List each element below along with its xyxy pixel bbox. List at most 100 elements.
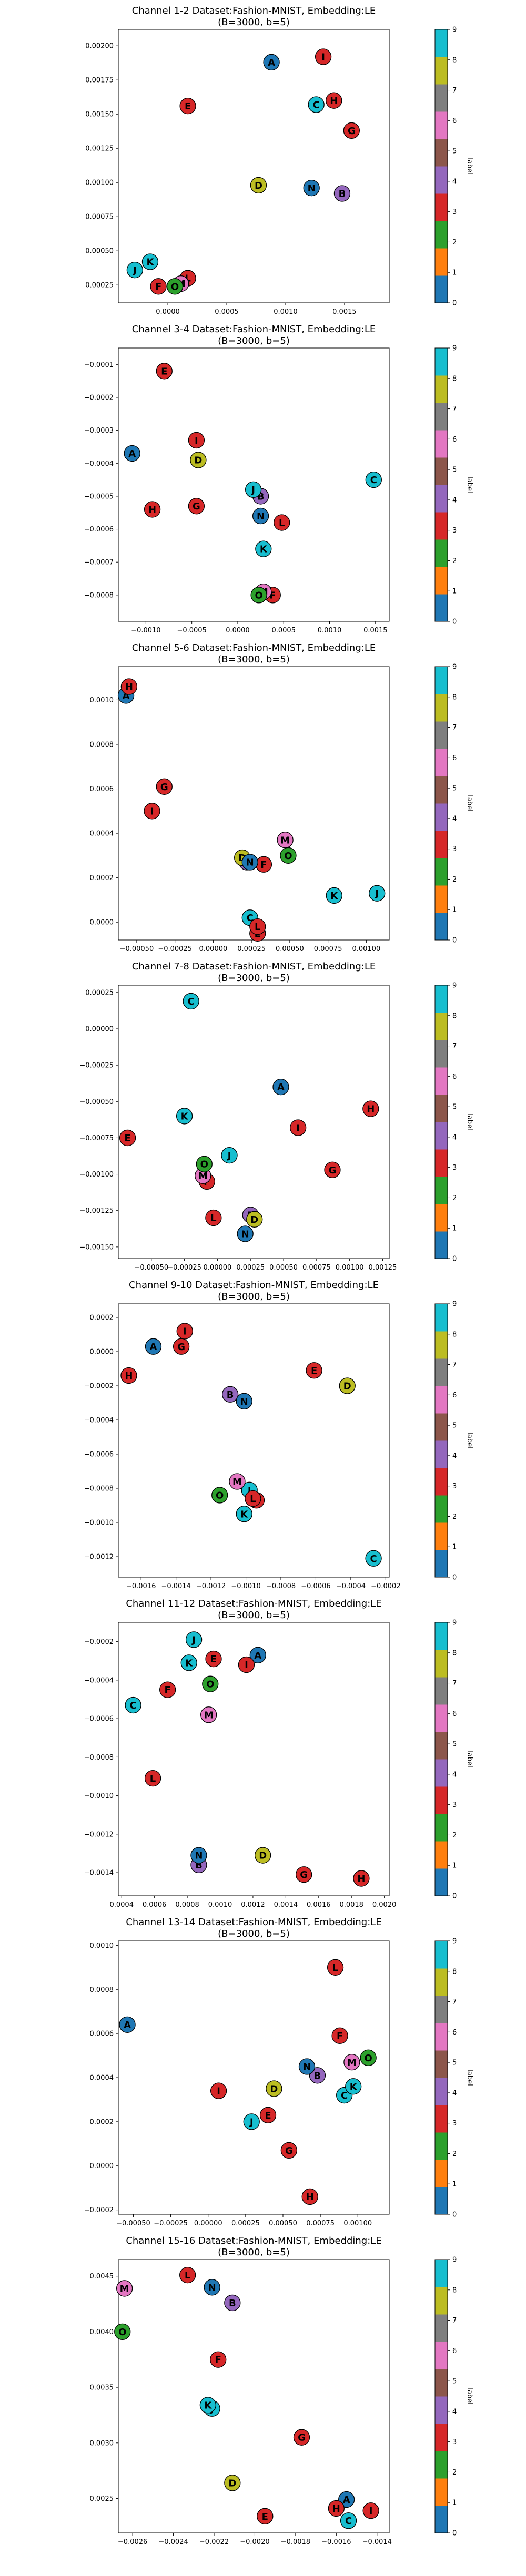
point-D[interactable]: D [255,1847,271,1864]
point-O[interactable]: O [202,1675,219,1692]
point-I[interactable]: I [188,432,205,449]
point-I[interactable]: I [176,1323,193,1340]
point-K[interactable]: K [255,540,272,557]
point-H[interactable]: H [120,1367,137,1384]
point-O[interactable]: O [250,587,267,604]
point-B[interactable]: B [333,185,351,202]
point-K[interactable]: K [176,1108,193,1125]
point-F[interactable]: F [159,1681,176,1698]
point-D[interactable]: D [224,2475,241,2491]
point-H[interactable]: H [362,1100,379,1117]
point-N[interactable]: N [241,854,258,871]
point-I[interactable]: I [144,803,160,820]
point-E[interactable]: E [259,2107,277,2123]
point-M[interactable]: M [229,1473,246,1490]
point-K[interactable]: K [345,2078,362,2095]
point-A[interactable]: A [272,1078,289,1096]
point-F[interactable]: F [210,2351,227,2368]
point-C[interactable]: C [183,993,199,1010]
point-H[interactable]: H [120,678,138,695]
point-C[interactable]: C [340,2512,357,2529]
point-K[interactable]: K [199,2397,217,2414]
point-H[interactable]: H [328,2500,345,2517]
point-I[interactable]: I [210,2082,227,2099]
point-E[interactable]: E [179,97,196,115]
point-L[interactable]: L [249,918,266,935]
point-N[interactable]: N [252,507,269,525]
point-I[interactable]: I [238,1656,255,1673]
point-D[interactable]: D [250,177,267,194]
point-L[interactable]: L [274,514,290,531]
point-K[interactable]: K [180,1654,197,1671]
point-A[interactable]: A [145,1338,162,1355]
point-E[interactable]: E [119,1129,136,1147]
point-L[interactable]: L [327,1959,344,1976]
point-A[interactable]: A [119,2016,136,2033]
point-N[interactable]: N [190,1847,207,1864]
point-N[interactable]: N [236,1393,252,1409]
point-B[interactable]: B [224,2294,241,2312]
point-O[interactable]: O [280,847,297,864]
point-D[interactable]: D [246,1211,263,1228]
point-M[interactable]: M [116,2280,133,2297]
point-N[interactable]: N [237,1225,254,1242]
point-J[interactable]: J [243,2113,260,2130]
point-N[interactable]: N [303,179,320,197]
point-J[interactable]: J [221,1147,238,1164]
point-A[interactable]: A [124,445,140,462]
point-N[interactable]: N [204,2279,220,2296]
point-H[interactable]: H [353,1870,370,1887]
point-G[interactable]: G [280,2142,298,2159]
point-C[interactable]: C [365,1550,382,1567]
point-O[interactable]: O [166,278,184,295]
point-L[interactable]: L [245,1490,261,1507]
point-F[interactable]: F [150,278,167,295]
point-O[interactable]: O [114,2323,131,2340]
point-O[interactable]: O [360,2049,377,2066]
point-M[interactable]: M [277,832,294,849]
point-A[interactable]: A [249,1647,266,1663]
point-E[interactable]: E [257,2508,274,2524]
point-G[interactable]: G [188,498,205,515]
point-L[interactable]: L [144,1770,161,1787]
point-E[interactable]: E [205,1650,222,1668]
point-I[interactable]: I [315,48,332,65]
point-M[interactable]: M [200,1706,217,1723]
point-C[interactable]: C [125,1696,141,1714]
point-G[interactable]: G [173,1338,190,1355]
point-H[interactable]: H [144,501,161,518]
point-L[interactable]: L [179,2266,196,2284]
point-H[interactable]: H [326,92,342,109]
point-F[interactable]: F [331,2027,348,2044]
point-H[interactable]: H [301,2188,318,2205]
point-C[interactable]: C [365,471,382,488]
point-G[interactable]: G [343,122,360,139]
point-D[interactable]: D [339,1377,356,1394]
point-C[interactable]: C [308,96,325,113]
point-D[interactable]: D [266,2080,282,2097]
point-D[interactable]: D [190,452,207,468]
point-J[interactable]: J [369,885,386,902]
point-K[interactable]: K [141,253,159,270]
point-O[interactable]: O [211,1487,228,1504]
point-F[interactable]: F [255,856,272,873]
point-A[interactable]: A [263,54,280,71]
point-K[interactable]: K [326,887,342,904]
point-G[interactable]: G [296,1866,312,1883]
point-E[interactable]: E [156,363,173,380]
point-E[interactable]: E [306,1362,322,1379]
point-L[interactable]: L [205,1209,222,1226]
point-I[interactable]: I [290,1119,307,1136]
point-N[interactable]: N [298,2058,316,2075]
point-B[interactable]: B [221,1386,239,1403]
point-I[interactable]: I [362,2502,379,2519]
point-G[interactable]: G [324,1161,341,1178]
point-G[interactable]: G [293,2429,310,2446]
point-O[interactable]: O [196,1156,213,1172]
point-J[interactable]: J [245,481,262,498]
point-K[interactable]: K [236,1506,252,1522]
point-J[interactable]: J [185,1631,203,1648]
point-G[interactable]: G [156,778,173,795]
point-M[interactable]: M [343,2053,360,2071]
point-J[interactable]: J [126,261,143,279]
